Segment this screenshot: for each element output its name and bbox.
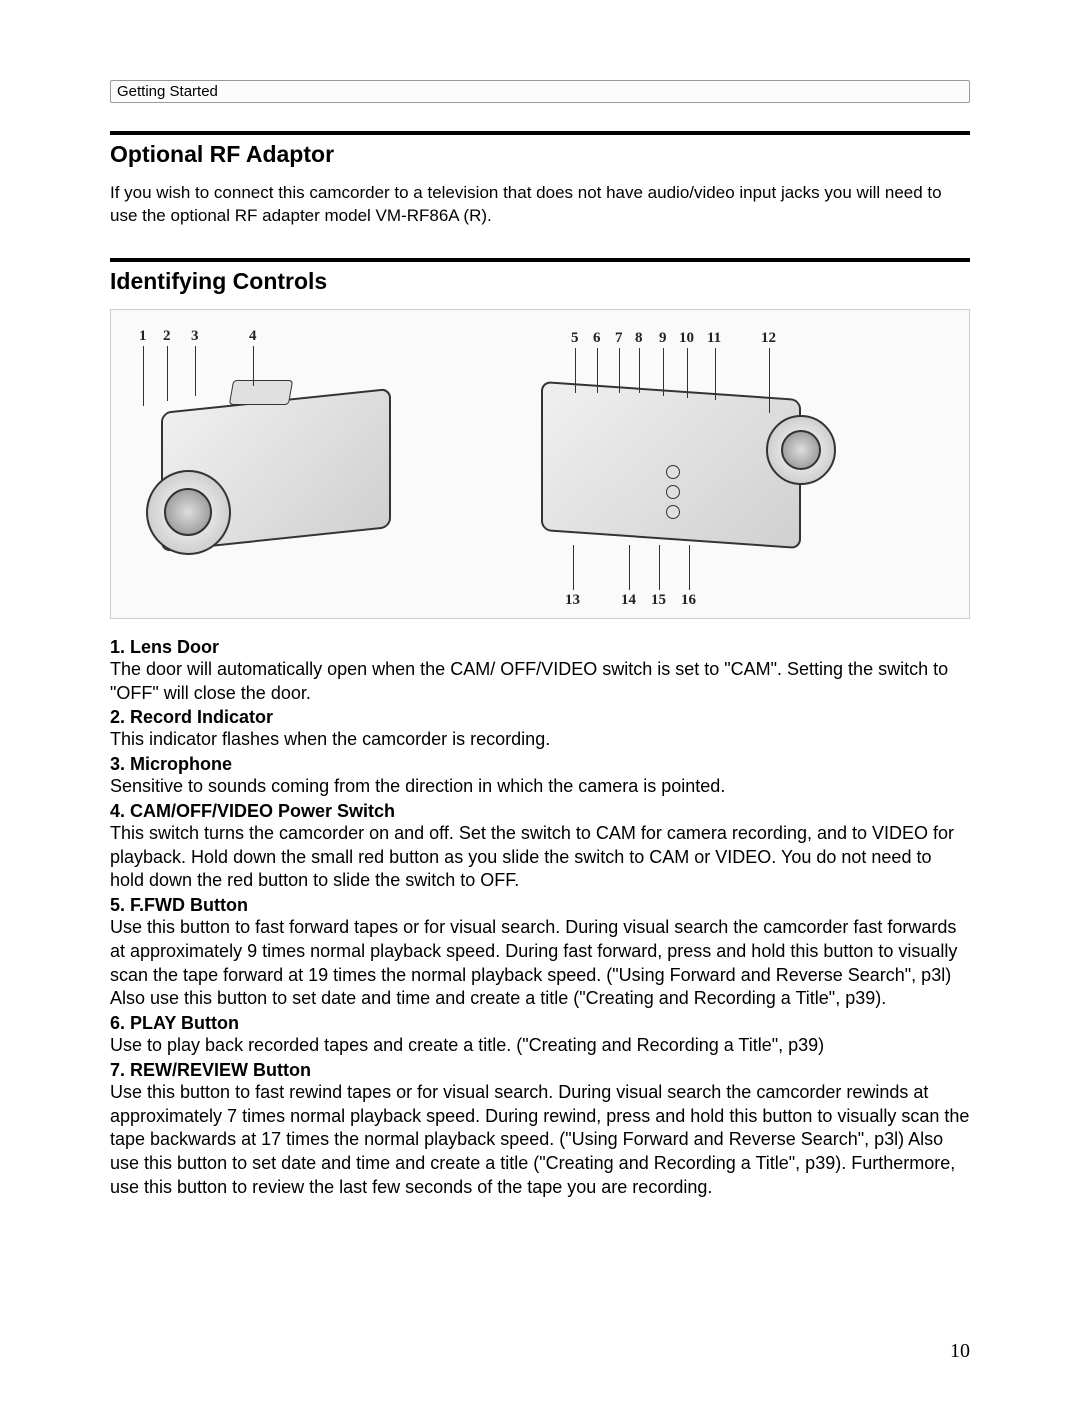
page-number: 10: [950, 1340, 970, 1363]
control-item-2: 2. Record Indicator This indicator flash…: [110, 707, 970, 752]
leader-line: [575, 348, 576, 393]
control-item-desc: This indicator flashes when the camcorde…: [110, 728, 970, 752]
camcorder-left-lens-inner-icon: [164, 488, 212, 536]
camcorder-left-top-icon: [229, 380, 293, 405]
control-item-7: 7. REW/REVIEW Button Use this button to …: [110, 1060, 970, 1200]
section-body-rf: If you wish to connect this camcorder to…: [110, 182, 970, 228]
camcorder-button-icon: [666, 505, 680, 519]
camcorder-button-icon: [666, 465, 680, 479]
fig-label-5: 5: [571, 330, 579, 347]
leader-line: [629, 545, 630, 590]
controls-list: 1. Lens Door The door will automatically…: [110, 637, 970, 1200]
leader-line: [687, 348, 688, 398]
divider-rf: [110, 131, 970, 135]
leader-line: [715, 348, 716, 400]
fig-label-1: 1: [139, 328, 147, 345]
leader-line: [619, 348, 620, 393]
control-item-head: 3. Microphone: [110, 754, 970, 775]
control-item-3: 3. Microphone Sensitive to sounds coming…: [110, 754, 970, 799]
control-item-head: 4. CAM/OFF/VIDEO Power Switch: [110, 801, 970, 822]
control-item-desc: Use to play back recorded tapes and crea…: [110, 1034, 970, 1058]
leader-line: [597, 348, 598, 393]
fig-label-4: 4: [249, 328, 257, 345]
leader-line: [659, 545, 660, 590]
control-item-head: 5. F.FWD Button: [110, 895, 970, 916]
fig-label-7: 7: [615, 330, 623, 347]
leader-line: [195, 346, 196, 396]
divider-controls: [110, 258, 970, 262]
breadcrumb-text: Getting Started: [117, 83, 218, 100]
fig-label-15: 15: [651, 592, 666, 609]
control-item-desc: Use this button to fast rewind tapes or …: [110, 1081, 970, 1200]
section-title-rf: Optional RF Adaptor: [110, 141, 970, 168]
control-item-head: 7. REW/REVIEW Button: [110, 1060, 970, 1081]
control-item-desc: The door will automatically open when th…: [110, 658, 970, 706]
fig-label-6: 6: [593, 330, 601, 347]
leader-line: [167, 346, 168, 401]
fig-label-8: 8: [635, 330, 643, 347]
fig-label-13: 13: [565, 592, 580, 609]
fig-label-2: 2: [163, 328, 171, 345]
control-item-desc: Use this button to fast forward tapes or…: [110, 916, 970, 1011]
leader-line: [663, 348, 664, 396]
camcorder-right-lens-inner-icon: [781, 430, 821, 470]
control-item-head: 6. PLAY Button: [110, 1013, 970, 1034]
control-item-head: 2. Record Indicator: [110, 707, 970, 728]
fig-label-9: 9: [659, 330, 667, 347]
leader-line: [253, 346, 254, 386]
control-item-6: 6. PLAY Button Use to play back recorded…: [110, 1013, 970, 1058]
leader-line: [689, 545, 690, 590]
control-item-desc: Sensitive to sounds coming from the dire…: [110, 775, 970, 799]
fig-label-14: 14: [621, 592, 636, 609]
fig-label-3: 3: [191, 328, 199, 345]
control-item-desc: This switch turns the camcorder on and o…: [110, 822, 970, 893]
leader-line: [639, 348, 640, 393]
control-item-4: 4. CAM/OFF/VIDEO Power Switch This switc…: [110, 801, 970, 893]
control-item-1: 1. Lens Door The door will automatically…: [110, 637, 970, 706]
fig-label-10: 10: [679, 330, 694, 347]
section-title-controls: Identifying Controls: [110, 268, 970, 295]
fig-label-11: 11: [707, 330, 721, 347]
leader-line: [573, 545, 574, 590]
control-item-head: 1. Lens Door: [110, 637, 970, 658]
leader-line: [769, 348, 770, 413]
control-item-5: 5. F.FWD Button Use this button to fast …: [110, 895, 970, 1011]
camcorder-button-icon: [666, 485, 680, 499]
leader-line: [143, 346, 144, 406]
fig-label-16: 16: [681, 592, 696, 609]
fig-label-12: 12: [761, 330, 776, 347]
breadcrumb: Getting Started: [110, 80, 970, 103]
controls-diagram: 1 2 3 4 5 6 7 8 9 10 11 12 13 14 15 16: [110, 309, 970, 619]
